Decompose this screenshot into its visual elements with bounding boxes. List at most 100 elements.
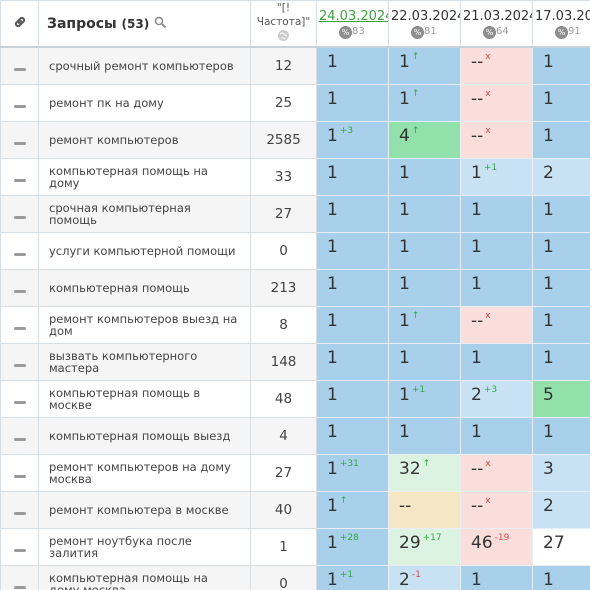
date-header[interactable]: 22.03.2024% 81: [388, 0, 461, 48]
position: 46: [471, 532, 493, 553]
row-toggle[interactable]: [0, 490, 39, 529]
row-toggle[interactable]: [0, 194, 39, 233]
position: 1: [399, 421, 410, 442]
position: --: [471, 52, 484, 72]
position-cell: 1: [388, 157, 461, 196]
percent-badge[interactable]: %: [555, 25, 568, 39]
link-icon[interactable]: [0, 0, 39, 48]
frequency-header[interactable]: "[!Частота]": [250, 0, 317, 48]
dash-icon: [13, 253, 26, 256]
query: ремонт компьютера в москве: [38, 490, 251, 529]
position: 1: [327, 458, 338, 479]
position-cell: 1 +3: [316, 120, 389, 159]
query: ремонт компьютеров выезд на дом: [38, 305, 251, 344]
query-row: срочная компьютерная помощь 27 1 1 1 1: [0, 194, 590, 233]
frequency: 4: [250, 416, 317, 455]
query: вызвать компьютерного мастера: [38, 342, 251, 381]
query-row: компьютерная помощь 213 1 1 1 1: [0, 268, 590, 307]
frequency: 213: [250, 268, 317, 307]
dash-icon: [13, 438, 26, 441]
query: услуги компьютерной помощи: [38, 231, 251, 270]
position-change: +1: [411, 384, 426, 395]
position-cell: 1: [460, 342, 533, 381]
position-cell: 1: [388, 268, 461, 307]
position-change: +1: [483, 162, 498, 173]
query-header[interactable]: Запросы (53): [38, 0, 251, 48]
position-change: +17: [422, 532, 442, 543]
position-cell: 1: [460, 564, 533, 590]
row-toggle[interactable]: [0, 46, 39, 85]
position: 1: [327, 310, 338, 331]
dash-icon: [13, 142, 26, 145]
position-cell: 1 ↑: [316, 490, 389, 529]
frequency: 8: [250, 305, 317, 344]
row-toggle[interactable]: [0, 305, 39, 344]
position-cell: 5: [532, 379, 590, 418]
query: ремонт компьютеров: [38, 120, 251, 159]
row-toggle[interactable]: [0, 342, 39, 381]
row-toggle[interactable]: [0, 527, 39, 566]
position-cell: 1: [316, 46, 389, 85]
position-cell: 1: [316, 157, 389, 196]
position-cell: 1: [532, 416, 590, 455]
row-toggle[interactable]: [0, 231, 39, 270]
position: 1: [327, 347, 338, 368]
position-cell: --: [388, 490, 461, 529]
position-cell: 2: [532, 490, 590, 529]
position: 1: [471, 199, 482, 220]
position-cell: 46 -19: [460, 527, 533, 566]
date-header[interactable]: 24.03.2024% 83: [316, 0, 389, 48]
row-toggle[interactable]: [0, 83, 39, 122]
percent-badge[interactable]: %: [339, 25, 352, 39]
position: 1: [471, 236, 482, 257]
position-cell: 3: [532, 453, 590, 492]
frequency: 2585: [250, 120, 317, 159]
row-toggle[interactable]: [0, 453, 39, 492]
percent-badge[interactable]: %: [411, 25, 424, 39]
position: --: [471, 310, 484, 331]
visibility: 64: [496, 25, 509, 37]
row-toggle[interactable]: [0, 564, 39, 590]
position-cell: 1 ↑: [388, 83, 461, 122]
position-cell: 1 ↑: [388, 305, 461, 344]
visibility: 83: [352, 25, 365, 37]
query-title: Запросы: [47, 15, 117, 32]
date: 22.03.2024: [391, 8, 461, 24]
position-cell: -- x: [460, 453, 533, 492]
frequency: 148: [250, 342, 317, 381]
position: 3: [543, 458, 554, 479]
frequency: 1: [250, 527, 317, 566]
position: 1: [543, 236, 554, 257]
position: 1: [327, 421, 338, 442]
position-cell: 1: [532, 231, 590, 270]
position: 1: [543, 421, 554, 442]
row-toggle[interactable]: [0, 157, 39, 196]
position: 1: [327, 162, 338, 183]
position: 1: [327, 384, 338, 405]
date-header[interactable]: 17.03.2024%91: [532, 0, 590, 48]
position-cell: 1: [460, 416, 533, 455]
frequency: 12: [250, 46, 317, 85]
position: 1: [327, 88, 338, 109]
position-cell: 1: [316, 268, 389, 307]
frequency-title: "[!Частота]": [256, 2, 311, 28]
position-cell: -- x: [460, 83, 533, 122]
percent-badge[interactable]: %: [483, 25, 496, 39]
position-cell: 1: [460, 231, 533, 270]
position-cell: 1: [316, 342, 389, 381]
position: 1: [399, 310, 410, 331]
row-toggle[interactable]: [0, 268, 39, 307]
row-toggle[interactable]: [0, 416, 39, 455]
query-row: ремонт ноутбука после залития 1 1 +28 29 +17 4…: [0, 527, 590, 566]
position-cell: 1: [388, 342, 461, 381]
position: --: [471, 125, 484, 146]
row-toggle[interactable]: [0, 120, 39, 159]
position-cell: 1 +28: [316, 527, 389, 566]
position-cell: 1: [388, 416, 461, 455]
date-header[interactable]: 21.03.2024% 64: [460, 0, 533, 48]
query: компьютерная помощь на дому москва: [38, 564, 251, 590]
position-change: ↑: [422, 458, 431, 469]
position: 1: [543, 125, 554, 146]
position: 1: [543, 199, 554, 220]
row-toggle[interactable]: [0, 379, 39, 418]
